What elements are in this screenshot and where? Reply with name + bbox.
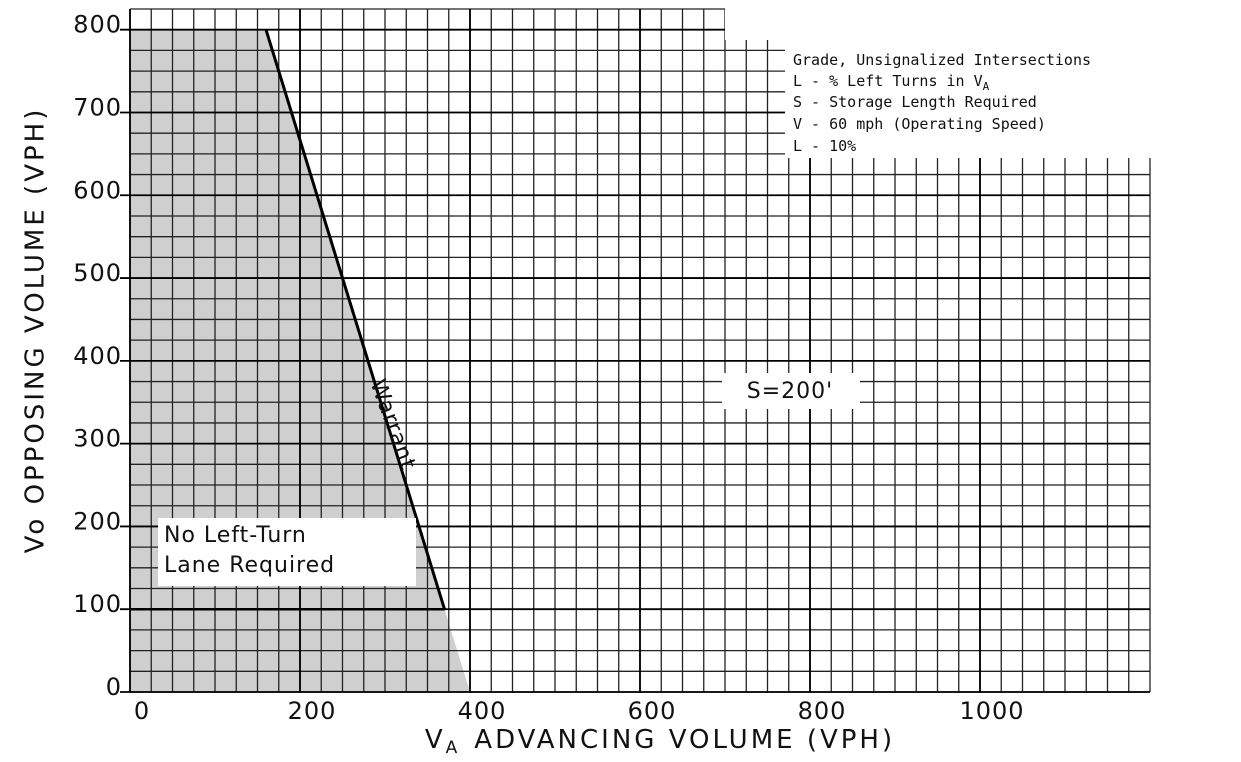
y-tick-label: 300 bbox=[73, 425, 122, 453]
y-tick-label: 200 bbox=[73, 507, 122, 535]
legend-line: S - Storage Length Required bbox=[793, 93, 1037, 111]
legend-subscript: A bbox=[983, 80, 990, 93]
x-tick-label: 0 bbox=[134, 697, 150, 725]
y-tick-label: 500 bbox=[73, 259, 122, 287]
x-axis-subscript: A bbox=[446, 738, 461, 758]
x-axis-symbol: V bbox=[425, 725, 446, 755]
y-axis-title: Vo OPPOSING VOLUME (VPH) bbox=[21, 107, 51, 554]
x-axis-text: ADVANCING VOLUME (VPH) bbox=[474, 725, 895, 755]
legend-text: V - 60 mph (Operating Speed) bbox=[793, 115, 1046, 133]
x-tick-label: 800 bbox=[798, 697, 847, 725]
legend-text: S - Storage Length Required bbox=[793, 93, 1037, 111]
legend-background bbox=[785, 0, 1241, 158]
annotation: No Left-Turn bbox=[164, 523, 307, 548]
x-tick-label: 600 bbox=[628, 697, 677, 725]
legend-line: L - % Left Turns in V bbox=[793, 72, 983, 90]
annotation-bg bbox=[722, 373, 860, 409]
top-clear bbox=[725, 0, 785, 40]
annotation: Lane Required bbox=[164, 553, 335, 578]
legend-line: Grade, Unsignalized Intersections bbox=[793, 51, 1091, 69]
legend-line: L - 10% bbox=[793, 137, 856, 155]
y-tick-label: 100 bbox=[73, 590, 122, 618]
legend-text: L - 10% bbox=[793, 137, 856, 155]
x-axis-title: VA ADVANCING VOLUME (VPH) bbox=[425, 725, 895, 759]
y-tick-label: 700 bbox=[73, 93, 122, 121]
legend-text: Grade, Unsignalized Intersections bbox=[793, 51, 1091, 69]
y-tick-label: 800 bbox=[73, 11, 122, 39]
warrant-line bbox=[264, 29, 446, 610]
x-tick-label: 200 bbox=[288, 697, 337, 725]
legend-line: V - 60 mph (Operating Speed) bbox=[793, 115, 1046, 133]
legend-text: L - % Left Turns in VA bbox=[793, 72, 990, 94]
y-tick-label: 400 bbox=[73, 342, 122, 370]
x-tick-label: 400 bbox=[458, 697, 507, 725]
y-tick-label: 600 bbox=[73, 176, 122, 204]
y-tick-label: 0 bbox=[106, 673, 122, 701]
annotation-bg bbox=[158, 518, 416, 586]
x-tick-label: 1000 bbox=[959, 697, 1024, 725]
annotation: S=200' bbox=[747, 379, 833, 404]
